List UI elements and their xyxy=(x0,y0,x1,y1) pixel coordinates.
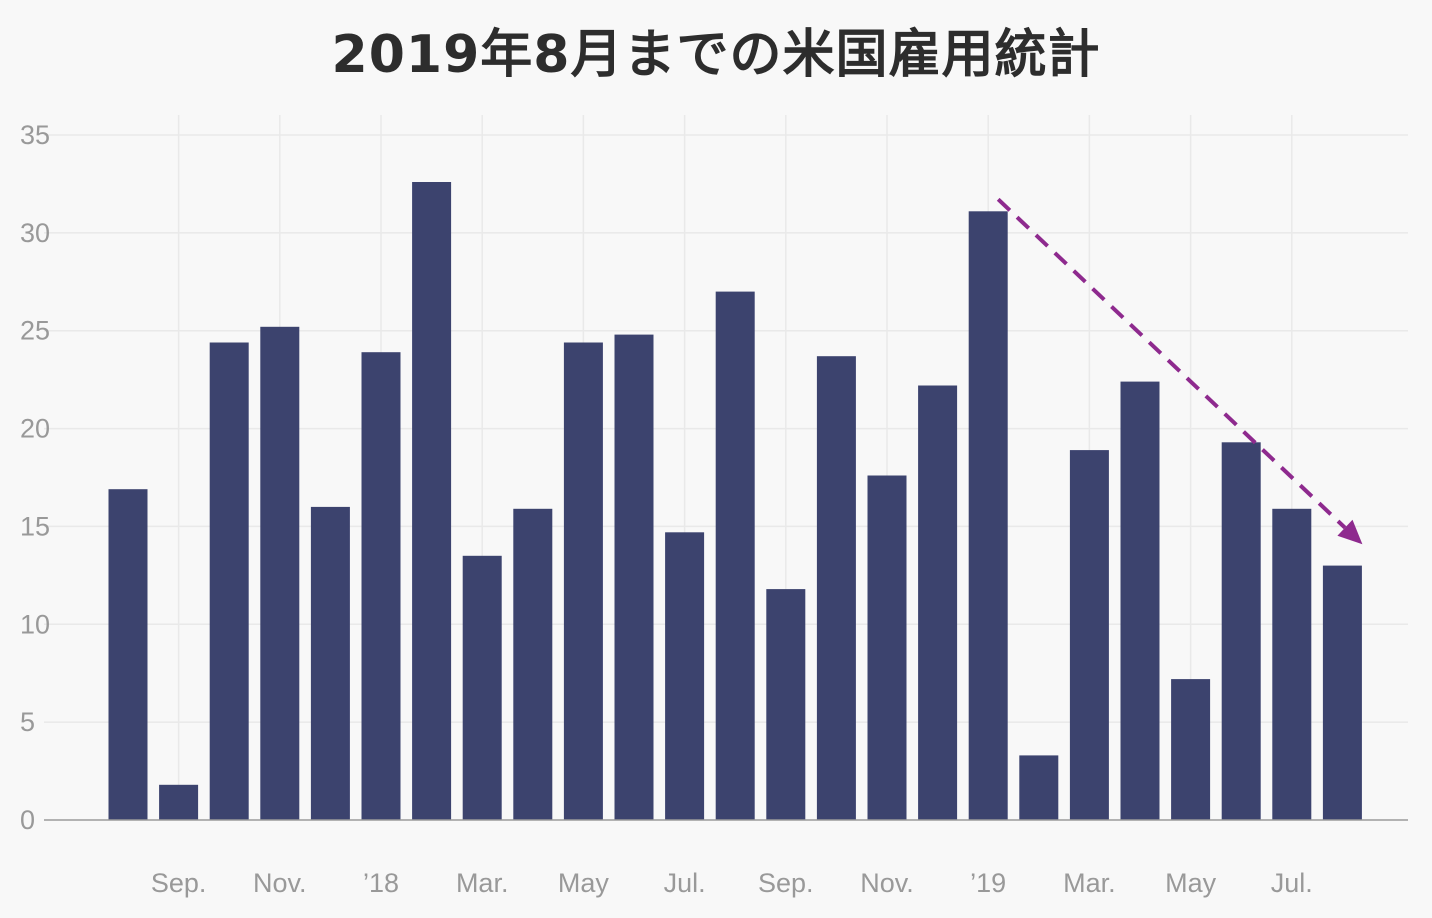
x-tick-label: Sep. xyxy=(758,868,814,898)
bar-2018-09 xyxy=(766,589,806,820)
bar-2019-06 xyxy=(1221,442,1261,820)
bar-2017-11 xyxy=(260,326,300,820)
x-tick-label: Mar. xyxy=(1063,868,1116,898)
x-tick-label: May xyxy=(558,868,610,898)
bar-2018-02 xyxy=(412,182,452,820)
x-tick-label: May xyxy=(1165,868,1217,898)
y-tick-label: 20 xyxy=(20,414,50,444)
bar-2019-02 xyxy=(1019,755,1059,820)
trend-arrow-line xyxy=(996,197,1347,530)
x-tick-label: Jul. xyxy=(1271,868,1313,898)
y-tick-label: 10 xyxy=(20,609,50,639)
bar-2018-06 xyxy=(614,334,654,820)
bar-2019-08 xyxy=(1322,565,1362,820)
trend-arrow-head xyxy=(1337,519,1363,545)
x-tick-label: Nov. xyxy=(860,868,914,898)
bar-2018-12 xyxy=(918,385,958,820)
y-tick-label: 35 xyxy=(20,120,50,150)
bar-2018-05 xyxy=(563,342,603,820)
y-tick-label: 5 xyxy=(20,707,35,737)
x-tick-label: Mar. xyxy=(456,868,509,898)
bar-2018-11 xyxy=(867,475,907,820)
bar-2019-07 xyxy=(1272,508,1312,820)
bar-2018-07 xyxy=(665,532,705,820)
y-tick-label: 0 xyxy=(20,805,35,835)
chart-title: 2019年8月までの米国雇用統計 xyxy=(331,25,1101,85)
bar-2017-10 xyxy=(209,342,249,820)
x-tick-label: Nov. xyxy=(253,868,307,898)
bar-2017-12 xyxy=(310,506,350,820)
bar-2018-10 xyxy=(816,356,856,820)
y-tick-label: 25 xyxy=(20,316,50,346)
annotation-layer xyxy=(996,197,1363,545)
bar-2019-03 xyxy=(1069,450,1109,820)
bar-2019-04 xyxy=(1120,381,1160,820)
bar-2018-01 xyxy=(361,352,401,820)
x-tick-label: Sep. xyxy=(151,868,207,898)
bars-layer xyxy=(108,182,1362,821)
bar-2017-09 xyxy=(159,784,199,820)
bar-2019-01 xyxy=(968,211,1008,821)
y-tick-label: 15 xyxy=(20,511,50,541)
bar-2019-05 xyxy=(1171,679,1211,820)
x-tick-label: ’19 xyxy=(970,868,1006,898)
axis-layer: 0 5 10 15 20 25 30 35 Sep. Nov. ’18 Mar. May Jul. Sep.… xyxy=(20,120,1408,898)
bar-2018-08 xyxy=(715,291,755,821)
x-tick-label: ’18 xyxy=(363,868,399,898)
bar-2017-08 xyxy=(108,489,148,820)
bar-2018-03 xyxy=(462,555,502,820)
bar-2018-04 xyxy=(513,508,553,820)
x-tick-label: Jul. xyxy=(664,868,706,898)
y-tick-label: 30 xyxy=(20,218,50,248)
